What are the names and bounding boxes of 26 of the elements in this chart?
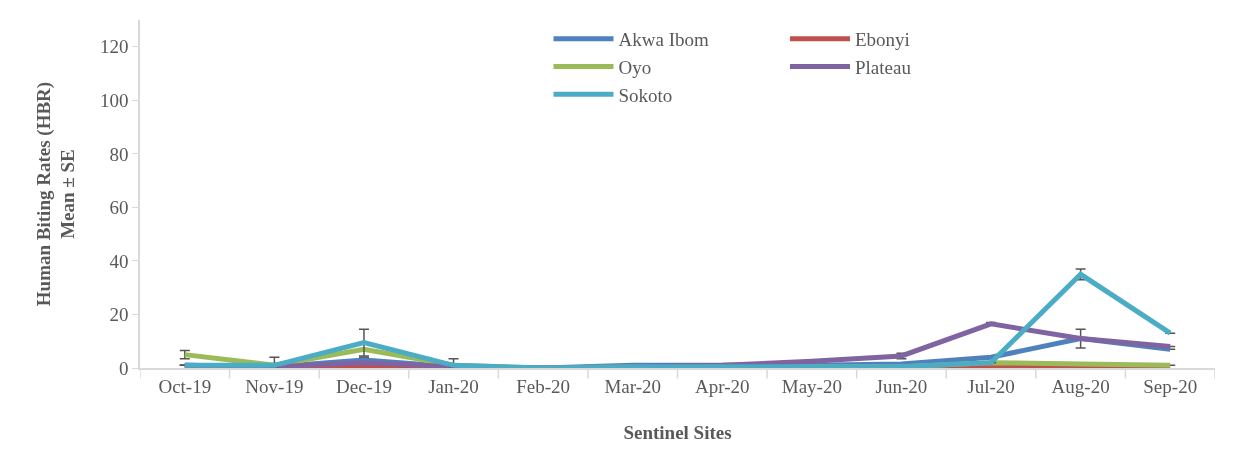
legend-label: Plateau (855, 56, 912, 78)
y-tick-label: 120 (99, 36, 129, 58)
x-tick-label: Feb-20 (516, 375, 571, 397)
x-tick-label: Dec-19 (336, 375, 392, 397)
y-tick-label: 0 (118, 357, 129, 379)
y-axis-title: Human Biting Rates (HBR) Mean ± SE (32, 81, 79, 307)
y-tick-label: 80 (109, 143, 129, 165)
y-tick-label: 100 (99, 89, 129, 111)
x-tick-label: Apr-20 (695, 375, 750, 397)
legend-label: Oyo (618, 56, 652, 78)
x-tick-label: Mar-20 (604, 375, 662, 397)
x-tick-label: Nov-19 (245, 375, 304, 397)
x-axis-title: Sentinel Sites (623, 421, 732, 443)
legend-label: Sokoto (618, 84, 673, 106)
x-tick-label: Jun-20 (875, 375, 928, 397)
x-tick-label: Jul-20 (967, 375, 1015, 397)
x-tick-label: Aug-20 (1051, 375, 1110, 397)
legend-label: Ebonyi (855, 29, 910, 51)
legend-label: Akwa Ibom (618, 29, 709, 51)
x-tick-label: May-20 (781, 375, 842, 397)
x-tick-label: Jan-20 (428, 375, 479, 397)
x-tick-label: Oct-19 (158, 375, 212, 397)
y-tick-label: 40 (109, 250, 129, 272)
y-tick-label: 20 (109, 304, 129, 326)
x-tick-label: Sep-20 (1143, 375, 1198, 397)
y-tick-label: 60 (109, 197, 129, 219)
